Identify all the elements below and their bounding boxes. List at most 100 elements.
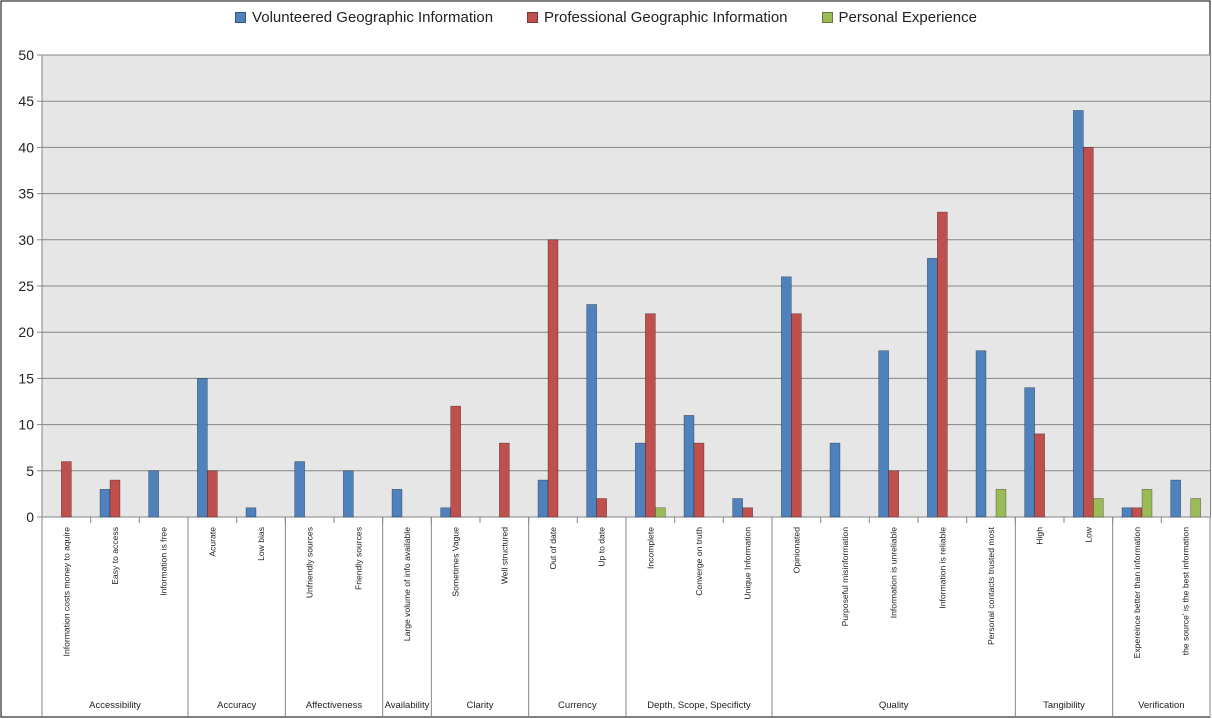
- group-label-tangibility: Tangibility: [1043, 700, 1085, 711]
- bar-professional-geographic-information-9: [499, 442, 510, 518]
- legend-swatch-vgi: [235, 12, 247, 23]
- group-label-currency: Currency: [558, 700, 597, 711]
- y-tick-label: 5: [26, 463, 34, 479]
- category-label-purposeful-misinformation: Purposeful misinformation: [840, 527, 850, 627]
- y-tick-label: 10: [18, 417, 34, 433]
- y-tick-label: 50: [18, 47, 34, 63]
- group-label-clarity: Clarity: [467, 700, 494, 711]
- y-tick-label: 0: [26, 509, 34, 525]
- category-label-the-source-is-the-best-information: the source' is the best information: [1181, 527, 1191, 655]
- bar-volunteered-geographic-information-2: [148, 470, 159, 518]
- bar-professional-geographic-information-15: [791, 313, 802, 518]
- bar-volunteered-geographic-information-10: [537, 479, 549, 518]
- category-label-incomplete: Incomplete: [645, 527, 655, 569]
- group-label-verification: Verification: [1138, 700, 1184, 711]
- bar-professional-geographic-information-17: [888, 470, 899, 518]
- legend-item-personal: Personal Experience: [821, 9, 977, 26]
- bar-volunteered-geographic-information-19: [975, 350, 987, 518]
- legend-swatch-pgi: [527, 12, 539, 23]
- category-label-out-of-date: Out of date: [548, 527, 558, 570]
- group-label-quality: Quality: [879, 700, 909, 711]
- group-label-affectiveness: Affectiveness: [306, 700, 363, 711]
- category-label-information-costs-money-to-aquire: Information costs money to aquire: [61, 527, 71, 657]
- bar-personal-experience-23: [1190, 498, 1201, 518]
- bar-volunteered-geographic-information-18: [927, 257, 938, 518]
- bar-volunteered-geographic-information-13: [683, 415, 695, 518]
- category-label-high: High: [1035, 527, 1045, 545]
- bar-professional-geographic-information-18: [937, 211, 948, 518]
- bar-professional-geographic-information-1: [109, 479, 121, 518]
- bar-personal-experience-19: [995, 488, 1007, 518]
- bar-volunteered-geographic-information-12: [635, 442, 646, 518]
- y-tick-label: 30: [18, 232, 34, 248]
- legend-swatch-personal: [821, 12, 833, 23]
- category-label-acurate: Acurate: [207, 527, 217, 557]
- legend: Volunteered Geographic Information Profe…: [0, 9, 1212, 26]
- category-label-expereince-better-than-information: Expereince better than information: [1132, 527, 1142, 659]
- y-tick-label: 20: [18, 324, 34, 340]
- legend-item-pgi: Professional Geographic Information: [527, 9, 788, 26]
- category-label-information-is-reliable: Information is reliable: [937, 527, 947, 609]
- bar-volunteered-geographic-information-1: [99, 488, 111, 518]
- y-tick-label: 15: [18, 370, 34, 386]
- bar-volunteered-geographic-information-23: [1170, 479, 1181, 518]
- bar-volunteered-geographic-information-14: [732, 498, 743, 518]
- y-tick-label: 25: [18, 278, 34, 294]
- group-label-accessibility: Accessibility: [89, 700, 141, 711]
- bar-professional-geographic-information-11: [596, 498, 607, 518]
- group-label-availability: Availability: [385, 700, 430, 711]
- bar-volunteered-geographic-information-21: [1073, 110, 1084, 518]
- category-label-unfriendly-sources: Unfriendly sources: [305, 527, 315, 598]
- category-label-up-to-date: Up to date: [597, 527, 607, 567]
- bar-volunteered-geographic-information-20: [1024, 387, 1035, 518]
- bar-professional-geographic-information-22: [1131, 507, 1143, 518]
- legend-item-vgi: Volunteered Geographic Information: [235, 9, 493, 26]
- bar-volunteered-geographic-information-15: [781, 276, 792, 518]
- bar-volunteered-geographic-information-17: [878, 350, 889, 518]
- bar-volunteered-geographic-information-11: [586, 304, 597, 518]
- bar-professional-geographic-information-21: [1083, 147, 1094, 518]
- bar-professional-geographic-information-8: [450, 405, 461, 518]
- bar-volunteered-geographic-information-7: [391, 488, 403, 518]
- bar-volunteered-geographic-information-3: [197, 378, 208, 518]
- legend-label-pgi: Professional Geographic Information: [544, 9, 788, 26]
- bar-volunteered-geographic-information-22: [1121, 507, 1133, 518]
- bar-personal-experience-21: [1093, 498, 1104, 518]
- y-tick-label: 40: [18, 139, 34, 155]
- group-label-accuracy: Accuracy: [217, 700, 256, 711]
- bar-volunteered-geographic-information-4: [245, 507, 257, 518]
- category-label-friendly-sources: Friendly sources: [353, 527, 363, 590]
- category-label-unique-information: Unique Information: [743, 527, 753, 600]
- category-label-large-volume-of-info-available: Large volume of info available: [402, 527, 412, 641]
- bar-professional-geographic-information-0: [61, 461, 72, 518]
- bar-volunteered-geographic-information-16: [829, 442, 841, 518]
- category-label-opinionated: Opinionated: [791, 527, 801, 574]
- category-label-information-is-unreliable: Information is unreliable: [889, 527, 899, 618]
- category-label-low: Low: [1083, 526, 1093, 543]
- category-label-low-bias: Low bias: [256, 527, 266, 561]
- bar-professional-geographic-information-20: [1034, 433, 1045, 518]
- category-label-converge-on-truth: Converge on truth: [694, 527, 704, 596]
- group-label-depth-scope-specificty: Depth, Scope, Specificty: [647, 700, 751, 711]
- bar-professional-geographic-information-13: [693, 442, 705, 518]
- category-label-easy-to-access: Easy to access: [110, 527, 120, 585]
- bar-professional-geographic-information-14: [742, 507, 753, 518]
- bar-personal-experience-22: [1141, 488, 1153, 518]
- category-label-well-structured: Well structured: [499, 527, 509, 584]
- category-label-personal-contacts-trusted-most: Personal contacts trusted most: [986, 526, 996, 645]
- bar-volunteered-geographic-information-8: [440, 507, 451, 518]
- bar-volunteered-geographic-information-5: [294, 461, 305, 518]
- bar-professional-geographic-information-10: [547, 239, 559, 518]
- legend-label-vgi: Volunteered Geographic Information: [252, 9, 494, 26]
- y-tick-label: 35: [18, 186, 34, 202]
- legend-label-personal: Personal Experience: [838, 9, 977, 26]
- bar-professional-geographic-information-12: [645, 313, 656, 518]
- category-label-information-is-free: Information is free: [159, 527, 169, 596]
- y-tick-label: 45: [18, 93, 34, 109]
- bar-personal-experience-12: [655, 507, 666, 518]
- bar-professional-geographic-information-3: [207, 470, 218, 518]
- category-label-sometimes-vague: Sometimes Vague: [451, 527, 461, 597]
- bar-volunteered-geographic-information-6: [343, 470, 354, 518]
